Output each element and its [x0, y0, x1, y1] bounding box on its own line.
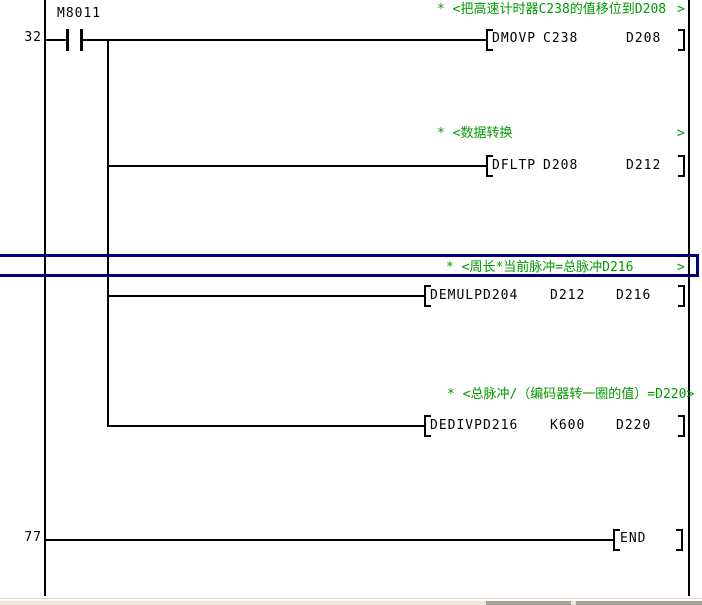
instruction-name: DEMULP: [430, 288, 483, 303]
operand-1: C238: [543, 31, 579, 46]
horizontal-scrollbar[interactable]: [0, 596, 702, 605]
comment-continuation-arrow-3: >: [677, 260, 685, 275]
comment-data-convert[interactable]: * <数据转换: [437, 126, 513, 141]
selection-cursor[interactable]: [0, 254, 699, 277]
wire-dfltp: [107, 165, 487, 167]
scrollbar-thumb[interactable]: [486, 601, 571, 605]
wire-demulp: [107, 295, 425, 297]
operand-2: D212: [550, 288, 586, 303]
comment-shift-c238[interactable]: * <把高速计时器C238的值移位到D208: [437, 2, 667, 17]
comment-continuation-arrow-2: >: [677, 126, 685, 141]
scrollbar-border: [0, 598, 702, 599]
open-bracket: [424, 285, 431, 307]
wire-rung32: [46, 39, 487, 41]
open-bracket: [486, 29, 493, 51]
no-contact-bar-left: [66, 29, 69, 51]
open-bracket: [486, 155, 493, 177]
branch-rail: [107, 39, 109, 427]
close-bracket: [678, 155, 685, 177]
open-bracket: [424, 415, 431, 437]
operand-3: D216: [616, 288, 652, 303]
operand-3: D220: [616, 418, 652, 433]
rung-number-77: 77: [24, 530, 42, 545]
close-bracket: [678, 415, 685, 437]
rung-number-32: 32: [24, 30, 42, 45]
close-bracket: [678, 285, 685, 307]
instruction-name: END: [620, 531, 647, 546]
instruction-name: DMOVP: [492, 31, 537, 46]
operand-1: D208: [543, 158, 579, 173]
no-contact-bar-right: [80, 29, 83, 51]
comment-encoder-divide[interactable]: * <总脉冲/（编码器转一圈的值）=D220>: [447, 387, 695, 402]
operand-1: D204: [483, 288, 519, 303]
operand-2: D208: [626, 31, 662, 46]
comment-total-pulse[interactable]: * <周长*当前脉冲=总脉冲D216: [446, 260, 634, 275]
operand-1: D216: [483, 418, 519, 433]
open-bracket: [613, 529, 620, 551]
contact-gap: [69, 38, 81, 41]
operand-2: K600: [550, 418, 586, 433]
operand-2: D212: [626, 158, 662, 173]
instruction-name: DEDIVP: [430, 418, 483, 433]
instruction-name: DFLTP: [492, 158, 537, 173]
wire-dedivp: [107, 425, 425, 427]
right-power-rail: [688, 0, 690, 597]
scrollbar-thumb-2[interactable]: [576, 601, 702, 605]
close-bracket: [676, 529, 683, 551]
close-bracket: [678, 29, 685, 51]
wire-rung77: [46, 539, 614, 541]
scrollbar-track[interactable]: [0, 601, 702, 605]
comment-continuation-arrow-1: >: [677, 2, 685, 17]
contact-label: M8011: [57, 6, 102, 21]
contact-m8011[interactable]: M8011: [56, 6, 106, 52]
left-power-rail: [44, 0, 46, 597]
